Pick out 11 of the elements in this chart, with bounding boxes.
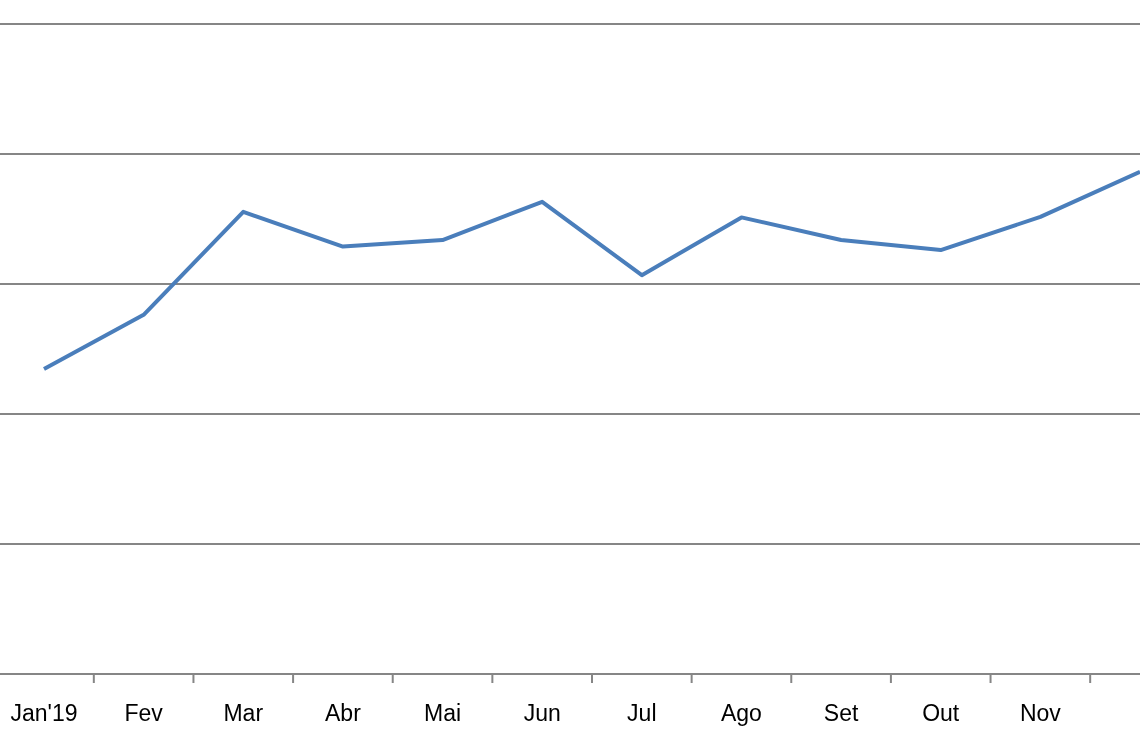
x-tick-label: Nov (1019, 700, 1062, 726)
x-tick-label: Out (922, 700, 960, 726)
x-tick-label: Mai (424, 700, 462, 726)
x-tick-label: Set (823, 700, 859, 726)
x-tick-label: Jul (627, 700, 657, 726)
x-tick-label: Abr (325, 700, 362, 726)
x-tick-label: Fev (124, 700, 164, 726)
x-tick-label: Jan'19 (10, 700, 78, 726)
x-tick-label: Mar (223, 700, 264, 726)
x-tick-label: Jun (523, 700, 561, 726)
x-tick-label: Ago (720, 700, 762, 726)
